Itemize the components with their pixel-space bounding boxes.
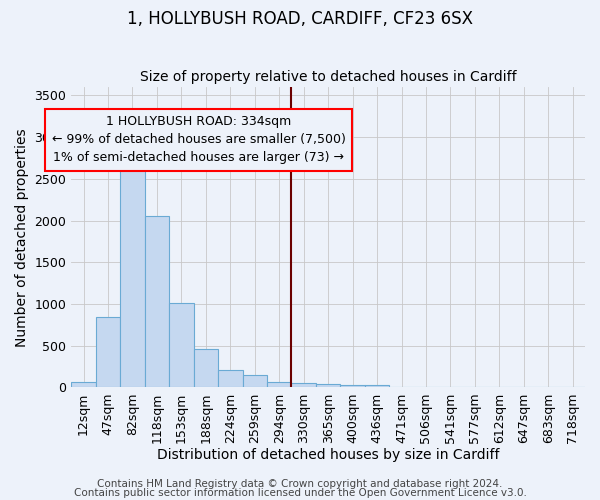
Title: Size of property relative to detached houses in Cardiff: Size of property relative to detached ho… — [140, 70, 517, 85]
Bar — [292, 383, 316, 388]
Bar — [71, 382, 96, 388]
Bar — [145, 216, 169, 388]
Text: Contains public sector information licensed under the Open Government Licence v3: Contains public sector information licen… — [74, 488, 526, 498]
Y-axis label: Number of detached properties: Number of detached properties — [15, 128, 29, 346]
Bar — [267, 382, 292, 388]
Bar — [120, 160, 145, 388]
Bar — [218, 370, 242, 388]
Text: Contains HM Land Registry data © Crown copyright and database right 2024.: Contains HM Land Registry data © Crown c… — [97, 479, 503, 489]
X-axis label: Distribution of detached houses by size in Cardiff: Distribution of detached houses by size … — [157, 448, 499, 462]
Bar — [316, 384, 340, 388]
Bar — [340, 385, 365, 388]
Bar — [169, 303, 194, 388]
Bar — [96, 316, 120, 388]
Bar — [194, 349, 218, 388]
Bar — [242, 375, 267, 388]
Bar — [365, 386, 389, 388]
Text: 1, HOLLYBUSH ROAD, CARDIFF, CF23 6SX: 1, HOLLYBUSH ROAD, CARDIFF, CF23 6SX — [127, 10, 473, 28]
Text: 1 HOLLYBUSH ROAD: 334sqm
← 99% of detached houses are smaller (7,500)
1% of semi: 1 HOLLYBUSH ROAD: 334sqm ← 99% of detach… — [52, 116, 346, 164]
